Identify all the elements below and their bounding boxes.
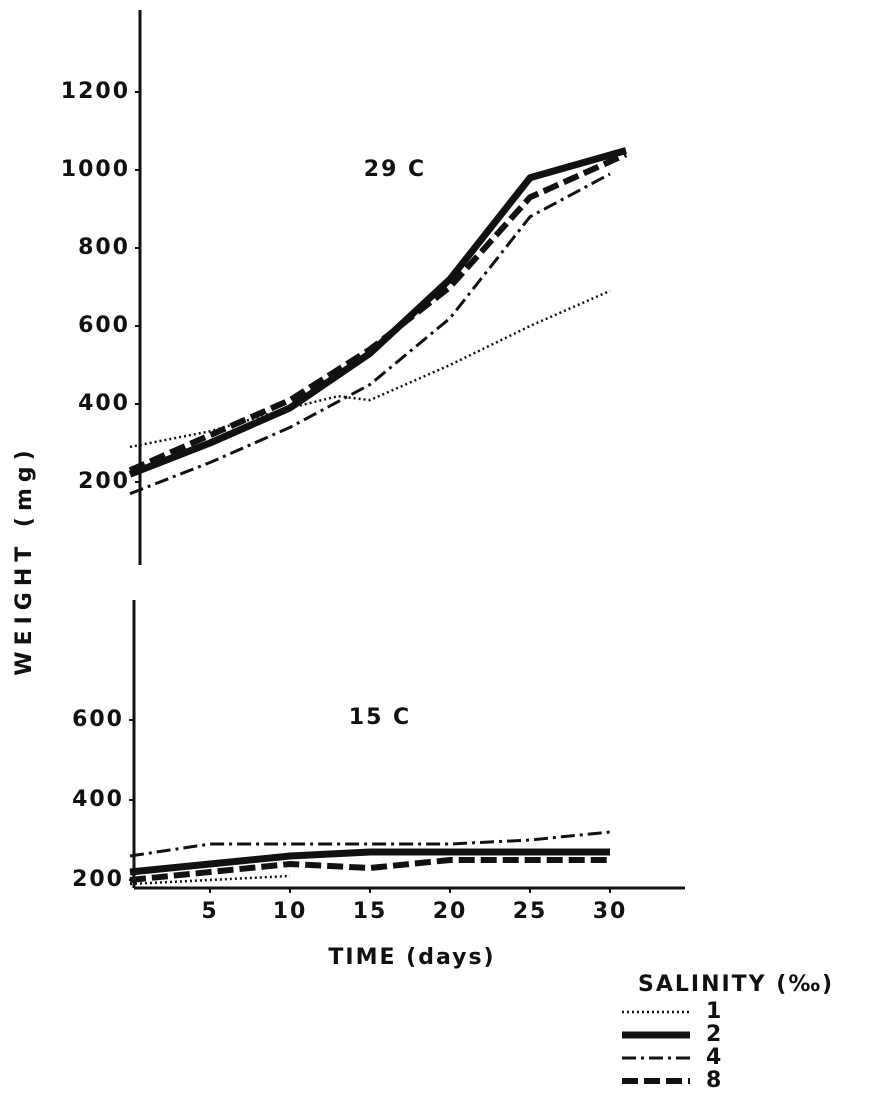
series-line [129, 172, 611, 496]
series-line [129, 857, 610, 883]
y-tick-label: 1200 [61, 79, 130, 104]
series-line [128, 147, 627, 478]
series-line [129, 289, 611, 449]
y-tick-label: 400 [72, 787, 124, 812]
legend-label: 2 [706, 1022, 723, 1047]
y-tick-label: 400 [78, 391, 130, 416]
y-tick-label: 600 [78, 313, 130, 338]
panel-label: 15 C [349, 705, 411, 730]
legend-label: 4 [706, 1045, 723, 1070]
y-tick-label: 200 [72, 867, 124, 892]
series-line [129, 874, 291, 886]
series-line [129, 848, 610, 876]
x-tick-label: 10 [273, 899, 308, 924]
legend-label: 1 [706, 999, 723, 1024]
legend-title: SALINITY (‰) [638, 972, 834, 997]
y-tick-label: 800 [78, 235, 130, 260]
x-tick-label: 20 [433, 899, 468, 924]
x-tick-label: 30 [593, 899, 628, 924]
y-tick-label: 1000 [61, 157, 130, 182]
legend-label: 8 [706, 1068, 723, 1093]
y-axis-label: WEIGHT (mg) [12, 444, 37, 675]
panel-label: 29 C [364, 157, 426, 182]
x-axis-label: TIME (days) [328, 945, 495, 970]
x-tick-label: 25 [513, 899, 548, 924]
y-tick-label: 200 [78, 469, 130, 494]
series-line [128, 151, 628, 474]
x-tick-label: 15 [353, 899, 388, 924]
x-tick-label: 5 [201, 899, 218, 924]
y-tick-label: 600 [72, 707, 124, 732]
